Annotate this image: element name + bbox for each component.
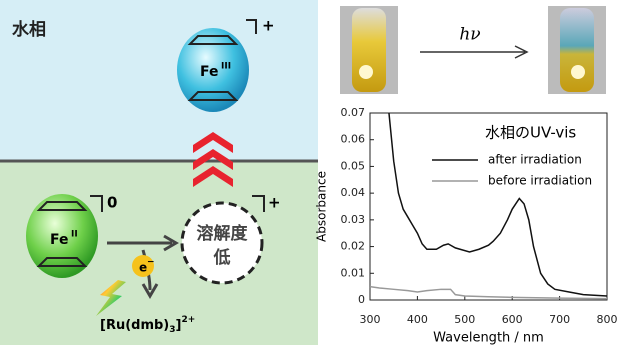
legend-title: 水相のUV-vis (485, 124, 576, 142)
y-tick-label: 0.02 (341, 240, 366, 253)
charge: 0 (107, 194, 117, 212)
y-tick-label: 0.06 (341, 133, 366, 146)
x-tick-label: 500 (454, 313, 475, 326)
sensitizer: [Ru(dmb)3]2+ (100, 315, 195, 335)
y-tick-label: 0.07 (341, 106, 366, 119)
metal: Fe (50, 232, 69, 248)
x-tick-label: 800 (597, 313, 618, 326)
x-tick-label: 700 (549, 313, 570, 326)
y-tick-label: 0.04 (341, 186, 366, 199)
chart: 300 400 500 600 700 800 0 0.01 0.02 0.03 0.04 0.05 0… (315, 106, 618, 345)
y-axis-label: Absorbance (315, 171, 329, 242)
y-tick-label: 0 (358, 293, 365, 306)
x-axis-label: Wavelength / nm (433, 331, 544, 345)
metal: Fe (200, 64, 219, 80)
y-tick-label: 0.03 (341, 213, 366, 226)
photo-arrow-label: hν (459, 25, 480, 45)
charge: + (268, 194, 281, 212)
y-tick-label: 0.05 (341, 159, 366, 172)
legend-label: after irradiation (488, 153, 582, 167)
photos: hν (340, 6, 606, 94)
label: 低 (213, 247, 231, 268)
figure: 水相 Fe III + Fe II 0 溶解度 低 + e − [Ru(dmb)… (0, 0, 621, 345)
y-tick-label: 0.01 (341, 266, 366, 279)
arrow (420, 46, 527, 58)
oxidation: II (71, 230, 78, 240)
x-tick-label: 600 (502, 313, 523, 326)
label: 溶解度 (197, 223, 249, 244)
x-tick-label: 400 (407, 313, 428, 326)
legend-label: before irradiation (488, 174, 592, 188)
oxidation: III (221, 62, 231, 72)
phase-label: 水相 (12, 19, 46, 40)
electron-symbol: e (139, 261, 147, 275)
charge: + (262, 17, 275, 35)
electron-sign: − (147, 258, 155, 268)
diagram: 水相 Fe III + Fe II 0 溶解度 低 + e − [Ru(dmb)… (0, 0, 318, 345)
x-tick-label: 300 (360, 313, 381, 326)
